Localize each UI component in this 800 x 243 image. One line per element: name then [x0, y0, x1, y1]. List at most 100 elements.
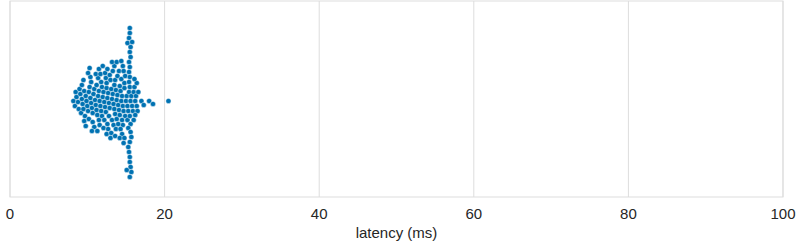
point — [133, 98, 138, 103]
point — [129, 134, 134, 139]
point — [113, 133, 118, 138]
point — [114, 59, 119, 64]
point — [129, 169, 134, 174]
point — [127, 84, 132, 89]
point — [126, 144, 131, 149]
point — [116, 107, 121, 112]
point — [128, 54, 133, 59]
point — [126, 108, 131, 113]
point — [123, 73, 128, 78]
grid-line — [628, 1, 629, 197]
point — [126, 149, 131, 154]
point — [125, 40, 130, 45]
point — [79, 82, 84, 87]
tick-label: 20 — [156, 205, 173, 222]
point — [107, 105, 112, 110]
point — [128, 98, 133, 103]
point — [131, 117, 136, 122]
point — [132, 76, 137, 81]
point — [105, 121, 110, 126]
point — [116, 121, 121, 126]
grid-line — [473, 1, 474, 197]
point — [109, 96, 114, 101]
point — [82, 118, 87, 123]
point — [109, 117, 114, 122]
point — [120, 63, 125, 68]
point — [113, 87, 118, 92]
point — [127, 174, 132, 179]
point — [83, 123, 88, 128]
point — [110, 68, 115, 73]
point — [116, 68, 121, 73]
point — [119, 98, 124, 103]
point — [94, 107, 99, 112]
chart: 020406080100latency (ms) — [0, 0, 800, 243]
tick-label: 40 — [311, 205, 328, 222]
point — [86, 89, 91, 94]
point — [125, 103, 130, 108]
point — [113, 111, 118, 116]
point — [121, 68, 126, 73]
point — [94, 82, 99, 87]
point — [95, 128, 100, 133]
frame — [10, 1, 783, 197]
point — [120, 103, 125, 108]
point — [121, 140, 126, 145]
point — [126, 69, 131, 74]
point — [124, 167, 129, 172]
point — [136, 89, 141, 94]
point — [114, 97, 119, 102]
point — [127, 64, 132, 69]
point — [105, 95, 110, 100]
tick-label: 100 — [770, 205, 795, 222]
point — [113, 126, 118, 131]
point — [100, 94, 105, 99]
point — [141, 102, 146, 107]
point — [127, 159, 132, 164]
point — [101, 125, 106, 130]
point — [166, 98, 171, 103]
point — [82, 88, 87, 93]
point — [126, 59, 131, 64]
point — [99, 84, 104, 89]
point — [93, 71, 98, 76]
point — [104, 85, 109, 90]
point — [112, 82, 117, 87]
point — [119, 93, 124, 98]
point — [98, 71, 103, 76]
point — [102, 104, 107, 109]
point — [105, 66, 110, 71]
tick-label: 60 — [465, 205, 482, 222]
point — [87, 65, 92, 70]
point — [127, 154, 132, 159]
point — [85, 70, 90, 75]
point — [119, 58, 124, 63]
point — [127, 113, 132, 118]
point — [117, 135, 122, 140]
point — [121, 108, 126, 113]
point — [93, 102, 98, 107]
point — [118, 126, 123, 131]
point — [81, 77, 86, 82]
point — [104, 131, 109, 136]
point — [100, 63, 105, 68]
point — [96, 93, 101, 98]
point — [130, 103, 135, 108]
point — [95, 112, 100, 117]
point — [109, 59, 114, 64]
point — [117, 83, 122, 88]
point — [108, 135, 113, 140]
point — [87, 84, 92, 89]
point — [89, 128, 94, 133]
point — [133, 112, 138, 117]
point — [150, 101, 155, 106]
point — [127, 25, 132, 30]
point — [127, 49, 132, 54]
point — [127, 139, 132, 144]
point — [117, 112, 122, 117]
point — [98, 103, 103, 108]
grid-line — [164, 1, 165, 197]
points — [71, 25, 171, 179]
x-axis-label: latency (ms) — [356, 224, 438, 241]
point — [126, 79, 131, 84]
